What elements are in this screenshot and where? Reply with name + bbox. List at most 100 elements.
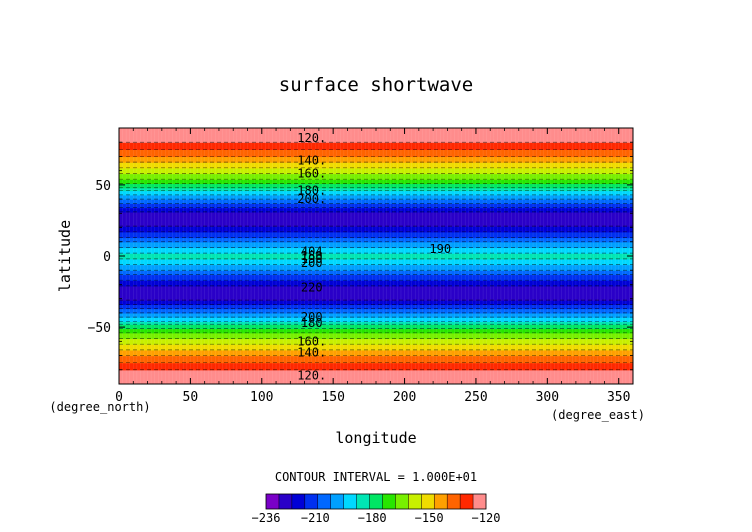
y-tick-label: −50 [88,321,111,336]
lat-band [119,268,633,271]
lat-band [119,248,633,251]
lat-band [119,265,633,268]
colorbar-swatch [356,494,370,509]
colorbar-swatch [291,494,306,509]
contour-interval-text: CONTOUR INTERVAL = 1.000E+01 [275,470,477,484]
contour-label: 180 [301,249,323,263]
colorbar-swatch [382,494,396,509]
lat-band [119,315,633,318]
lat-band [119,267,633,270]
lat-band [119,352,633,355]
lat-band [119,291,633,294]
lat-band [119,194,633,197]
lat-band [119,258,633,261]
lat-band [119,349,633,352]
contour-label: 200 [301,310,323,324]
lat-band [119,216,633,219]
contour-label: 190 [429,242,451,256]
lat-band [119,371,633,374]
lat-band [119,238,633,241]
colorbar-swatch [343,494,357,509]
lat-band [119,214,633,217]
lat-band [119,287,633,290]
lat-band [119,290,633,293]
contour-label: 120. [297,131,326,145]
lat-band [119,300,633,303]
lat-band [119,170,633,173]
colorbar-swatch [473,494,487,509]
colorbar-tick-label: −120 [472,511,501,525]
lat-band [119,345,633,348]
lat-band [119,260,633,263]
lat-band [119,137,633,140]
lat-band [119,298,633,301]
lat-band [119,304,633,307]
lat-band [119,231,633,234]
lat-band [119,273,633,276]
lat-band [119,172,633,175]
contour-label: 160. [297,334,326,348]
lat-band [119,193,633,196]
lat-band [119,311,633,314]
latitude-bands [119,128,633,384]
lat-band [119,155,633,158]
lat-band [119,213,633,216]
colorbar-tick-label: −210 [301,511,330,525]
lat-band [119,359,633,362]
lat-band [119,224,633,227]
colorbar-swatch [395,494,409,509]
lat-band [119,135,633,138]
lat-band [119,130,633,133]
lat-band [119,221,633,224]
lat-band [119,207,633,210]
lat-band [119,347,633,350]
lat-band [119,210,633,213]
lat-band [119,338,633,341]
lat-band [119,312,633,315]
lat-band [119,328,633,331]
lat-band [119,150,633,153]
lat-band [119,263,633,266]
lat-band [119,334,633,337]
colorbar-tick-label: −180 [358,511,387,525]
lat-band [119,362,633,365]
lat-band [119,163,633,166]
lat-band [119,201,633,204]
lat-band [119,152,633,155]
lat-band [119,237,633,240]
lat-band [119,280,633,283]
plot-area [119,128,633,384]
lat-band [119,234,633,237]
lat-band [119,354,633,357]
lat-band [119,324,633,327]
x-tick-label: 100 [250,390,273,405]
lat-band [119,277,633,280]
lat-band [119,288,633,291]
colorbar-swatch [304,494,319,509]
lat-band [119,332,633,335]
lat-band [119,342,633,345]
lat-band [119,341,633,344]
lat-band [119,264,633,267]
x-tick-label: 50 [183,390,199,405]
lat-band [119,251,633,254]
contour-label: 140. [297,154,326,168]
lat-band [119,307,633,310]
lat-band [119,162,633,165]
lat-band [119,295,633,298]
lat-band [119,244,633,247]
lat-band [119,247,633,250]
lat-band [119,271,633,274]
lat-band [119,204,633,207]
lat-band [119,369,633,372]
lat-band [119,361,633,364]
lat-band [119,375,633,378]
y-tick-label: 0 [103,250,111,265]
lat-band [119,220,633,223]
lat-band [119,160,633,163]
lat-band [119,167,633,170]
lat-band [119,197,633,200]
lat-band [119,145,633,148]
colorbar-swatch [317,494,332,509]
lat-band [119,379,633,382]
